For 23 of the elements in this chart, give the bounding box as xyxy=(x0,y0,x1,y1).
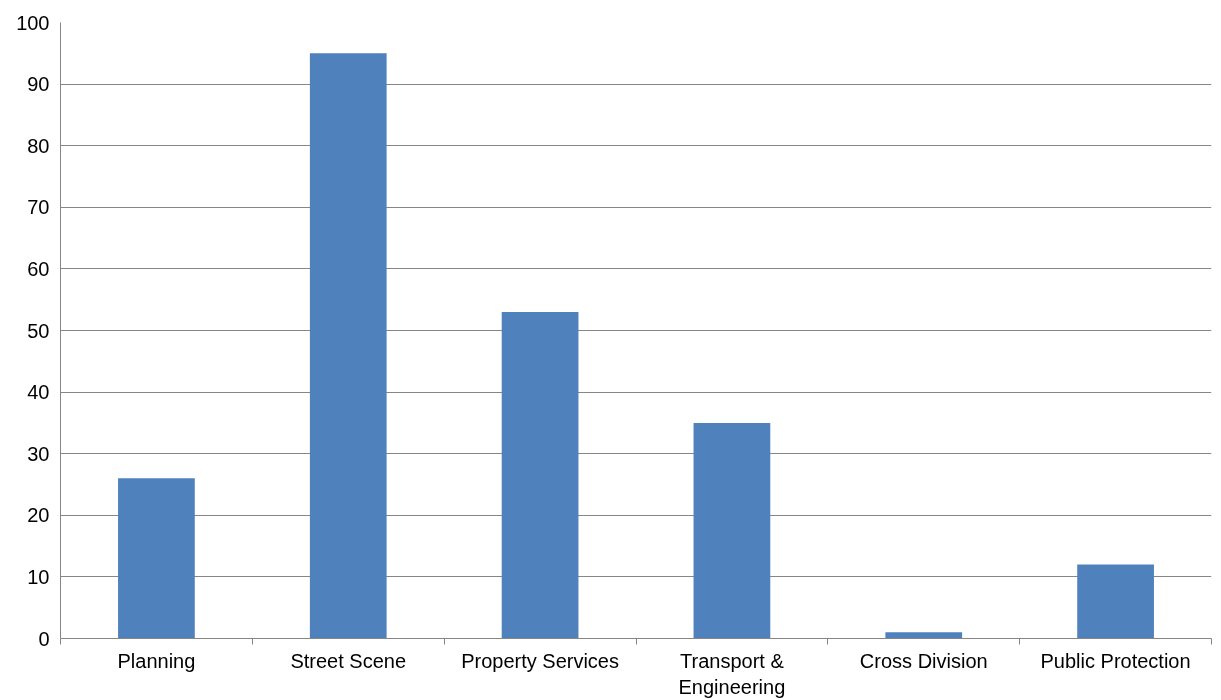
y-tick-label: 80 xyxy=(27,134,50,157)
bar xyxy=(1077,564,1154,639)
y-tick-label: 90 xyxy=(27,73,50,96)
y-tick-label: 40 xyxy=(27,381,50,404)
x-tick-label: Planning xyxy=(117,649,196,672)
bar xyxy=(501,312,579,639)
bar xyxy=(118,478,195,639)
y-tick-label: 10 xyxy=(27,565,50,588)
y-tick-label: 50 xyxy=(27,319,50,342)
y-tick-label: 30 xyxy=(27,442,50,465)
bar xyxy=(693,422,771,639)
x-tick-label: Property Services xyxy=(461,649,620,672)
bar xyxy=(309,53,387,639)
bar xyxy=(885,632,963,639)
y-tick-label: 0 xyxy=(38,627,50,650)
y-tick-label: 100 xyxy=(16,11,50,34)
x-tick-label: Public Protection xyxy=(1040,649,1191,672)
y-tick-label: 20 xyxy=(27,504,50,527)
x-tick-label: Transport & Engineering xyxy=(678,649,786,698)
y-tick-label: 70 xyxy=(27,196,50,219)
x-tick-label: Street Scene xyxy=(290,649,407,672)
x-tick-label: Cross Division xyxy=(859,649,988,672)
y-tick-label: 60 xyxy=(27,257,50,280)
